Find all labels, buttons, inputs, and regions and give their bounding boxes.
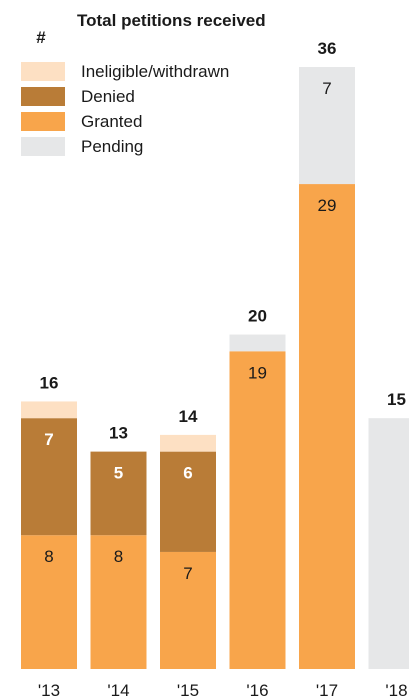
x-tick-label-16: '16: [246, 681, 268, 699]
total-label-16: 20: [248, 307, 267, 326]
bar-ineligible-withdrawn-13: [21, 401, 77, 419]
legend-item-granted: Granted: [21, 109, 229, 134]
legend-label-pending: Pending: [81, 137, 144, 156]
segment-label-granted-16: 19: [248, 363, 267, 382]
segment-label-granted-14: 8: [114, 547, 123, 566]
segment-label-denied-13: 7: [44, 430, 53, 449]
bar-pending-17: [299, 67, 355, 185]
legend-swatch-pending: [21, 137, 65, 156]
bar-denied-13: [21, 418, 77, 536]
segment-label-granted-17: 29: [318, 196, 337, 215]
segment-label-granted-15: 7: [183, 564, 192, 583]
x-tick-label-17: '17: [316, 681, 338, 699]
total-label-18: 15: [387, 390, 406, 409]
legend-symbol: #: [36, 28, 46, 47]
legend-swatch-granted: [21, 112, 65, 131]
bar-denied-15: [160, 451, 216, 552]
legend-item-denied: Denied: [21, 84, 229, 109]
legend-label-granted: Granted: [81, 112, 143, 131]
legend-swatch-ineligible: [21, 62, 65, 81]
legend-title: Total petitions received: [77, 11, 266, 30]
legend: Ineligible/withdrawn Denied Granted Pend…: [21, 59, 229, 159]
x-tick-label-15: '15: [177, 681, 199, 699]
total-label-15: 14: [179, 407, 198, 426]
bar-pending-18: [368, 418, 409, 669]
legend-item-ineligible: Ineligible/withdrawn: [21, 59, 229, 84]
x-tick-label-18: '18: [385, 681, 407, 699]
bar-granted-14: [90, 535, 147, 669]
bar-granted-16: [229, 351, 286, 669]
bar-granted-13: [21, 535, 77, 669]
bar-denied-14: [90, 451, 147, 536]
segment-label-denied-14: 5: [114, 464, 123, 483]
total-label-13: 16: [40, 373, 59, 392]
legend-swatch-denied: [21, 87, 65, 106]
bar-pending-16: [229, 334, 286, 352]
bar-ineligible-withdrawn-15: [160, 434, 216, 452]
legend-label-ineligible: Ineligible/withdrawn: [81, 62, 230, 81]
legend-label-denied: Denied: [81, 87, 135, 106]
bar-granted-15: [160, 551, 216, 669]
bar-granted-17: [299, 184, 355, 670]
x-tick-label-14: '14: [107, 681, 129, 699]
segment-label-denied-15: 6: [183, 464, 192, 483]
legend-item-pending: Pending: [21, 134, 229, 159]
total-label-14: 13: [109, 424, 128, 443]
segment-label-granted-13: 8: [44, 547, 53, 566]
total-label-17: 36: [318, 39, 337, 58]
segment-label-pending-17: 7: [322, 79, 331, 98]
x-tick-label-13: '13: [38, 681, 60, 699]
